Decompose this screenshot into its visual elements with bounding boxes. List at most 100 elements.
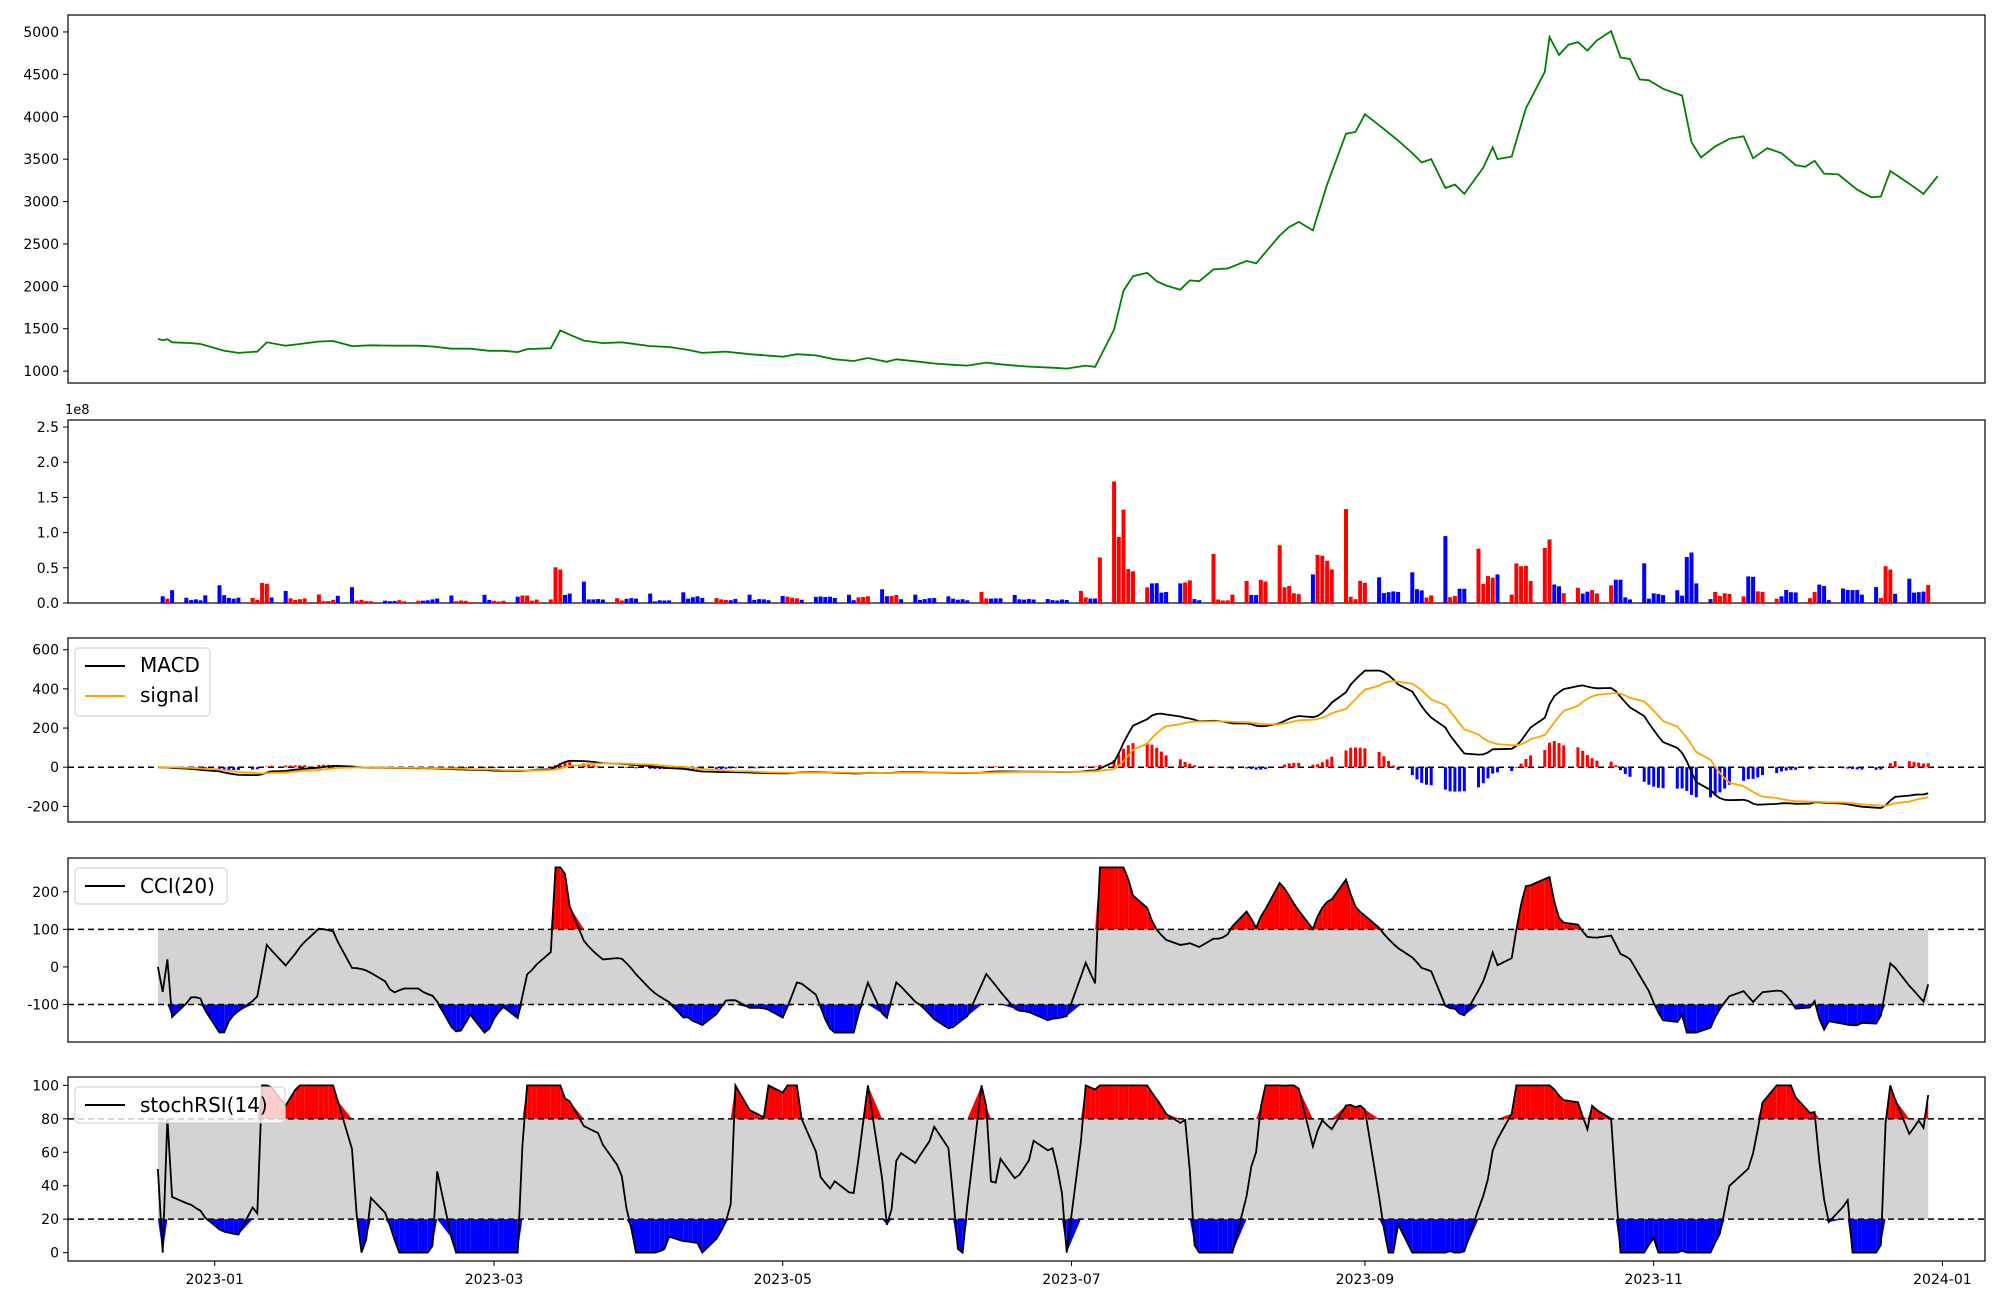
volume-bar	[790, 598, 794, 603]
macd-histogram-bar	[1458, 767, 1461, 791]
macd-histogram-bar	[848, 767, 851, 768]
volume-bar	[1264, 582, 1268, 603]
stochrsi-ytick-label: 100	[32, 1078, 59, 1094]
macd-histogram-bar	[781, 767, 784, 768]
volume-bar	[1884, 566, 1888, 603]
volume-bar	[383, 601, 387, 603]
macd-histogram-bar	[1581, 751, 1584, 767]
volume-bar	[525, 596, 529, 604]
stochrsi-overbought-fill	[1090, 1087, 1095, 1118]
volume-bar	[1093, 599, 1097, 604]
macd-histogram-bar	[1345, 750, 1348, 767]
volume-bar	[591, 599, 595, 603]
volume-bar	[847, 595, 851, 603]
macd-histogram-bar	[1785, 767, 1788, 770]
volume-bar	[625, 599, 629, 603]
volume-bar	[1713, 592, 1717, 603]
stochrsi-overbought-fill	[537, 1085, 551, 1118]
stochrsi-oversold-fill	[1445, 1219, 1450, 1252]
volume-bar	[1827, 600, 1831, 603]
volume-bar	[615, 598, 619, 603]
stochrsi-oversold-fill	[466, 1219, 471, 1252]
macd-histogram-bar	[1856, 767, 1859, 769]
cci-overbought-fill	[1526, 885, 1531, 929]
volume-bar	[1576, 588, 1580, 603]
cci-oversold-fill	[835, 1004, 849, 1032]
volume-bar	[265, 584, 269, 603]
cci-oversold-fill	[683, 1004, 688, 1017]
stochrsi-oversold-fill	[1422, 1219, 1427, 1252]
macd-histogram-bar	[1652, 767, 1655, 786]
macd-histogram-bar	[767, 767, 770, 768]
macd-histogram-bar	[1756, 767, 1759, 777]
macd-histogram-bar	[857, 767, 860, 768]
cci-oversold-fill	[693, 1004, 698, 1022]
volume-bar	[658, 600, 662, 603]
volume-bar	[833, 598, 837, 603]
stochrsi-oversold-fill	[423, 1219, 428, 1252]
macd-histogram-bar	[488, 767, 491, 768]
xtick-label: 2024-01	[1913, 1272, 1972, 1288]
volume-bar	[1283, 587, 1287, 603]
macd-histogram-bar	[1917, 763, 1920, 768]
macd-histogram-bar	[1278, 766, 1281, 767]
volume-bar	[1178, 583, 1182, 603]
macd-histogram-bar	[493, 767, 496, 768]
volume-bar	[1079, 591, 1083, 603]
macd-histogram-bar	[786, 767, 789, 768]
volume-bar	[1245, 581, 1249, 603]
cci-oversold-fill	[456, 1004, 461, 1031]
cci-legend: CCI(20)	[75, 868, 227, 904]
macd-histogram-bar	[1292, 763, 1295, 767]
volume-bar	[199, 600, 203, 603]
volume-bar	[1316, 555, 1320, 603]
volume-bar	[1784, 590, 1788, 603]
volume-bar	[1197, 600, 1201, 603]
macd-histogram-bar	[284, 766, 287, 768]
macd-ytick-label: 400	[32, 682, 59, 698]
macd-histogram-bar	[625, 767, 628, 768]
stochrsi-oversold-fill	[1663, 1219, 1677, 1252]
volume-bar	[1628, 599, 1632, 603]
macd-histogram-bar	[1184, 762, 1187, 767]
volume-bar	[1543, 548, 1547, 603]
volume-bar	[161, 596, 165, 603]
macd-histogram-bar	[990, 767, 993, 768]
macd-histogram-bar	[1794, 767, 1797, 770]
cci-ytick-label: 0	[50, 960, 59, 976]
stochrsi-oversold-fill	[1417, 1219, 1422, 1252]
volume-bar	[1647, 599, 1651, 603]
stochrsi-overbought-fill	[1526, 1085, 1531, 1118]
volume-bar	[1652, 593, 1656, 603]
macd-histogram-bar	[1558, 743, 1561, 767]
macd-histogram-bar	[1529, 755, 1532, 767]
macd-histogram-bar	[1354, 748, 1357, 768]
macd-histogram-bar	[1543, 750, 1546, 767]
macd-histogram-bar	[1510, 767, 1513, 771]
stochrsi-overbought-fill	[1564, 1100, 1578, 1119]
macd-histogram-bar	[1397, 767, 1400, 770]
macd-histogram-bar	[1160, 752, 1163, 768]
volume-bar	[1415, 589, 1419, 603]
stochrsi-legend: stochRSI(14)	[75, 1087, 285, 1123]
volume-bar	[1287, 586, 1291, 603]
cci-ytick-label: -100	[27, 997, 59, 1013]
volume-bar	[729, 600, 733, 603]
macd-histogram-bar	[1420, 767, 1423, 783]
volume-bar	[719, 599, 723, 603]
volume-bar	[184, 598, 188, 603]
stochrsi-oversold-fill	[683, 1219, 688, 1241]
volume-bar	[1619, 580, 1623, 603]
cci-oversold-fill	[1852, 1004, 1857, 1025]
volume-bar	[587, 599, 591, 603]
volume-bar	[558, 570, 562, 604]
volume-bar	[1065, 600, 1069, 603]
volume-bar	[781, 596, 785, 603]
volume-bar	[1846, 590, 1850, 603]
stochrsi-overbought-fill	[1086, 1085, 1091, 1118]
cci-oversold-fill	[849, 1004, 854, 1032]
macd-histogram-bar	[635, 767, 638, 768]
volume-bar	[1917, 592, 1921, 603]
stochrsi-overbought-fill	[1280, 1085, 1285, 1118]
volume-bar	[336, 596, 340, 603]
